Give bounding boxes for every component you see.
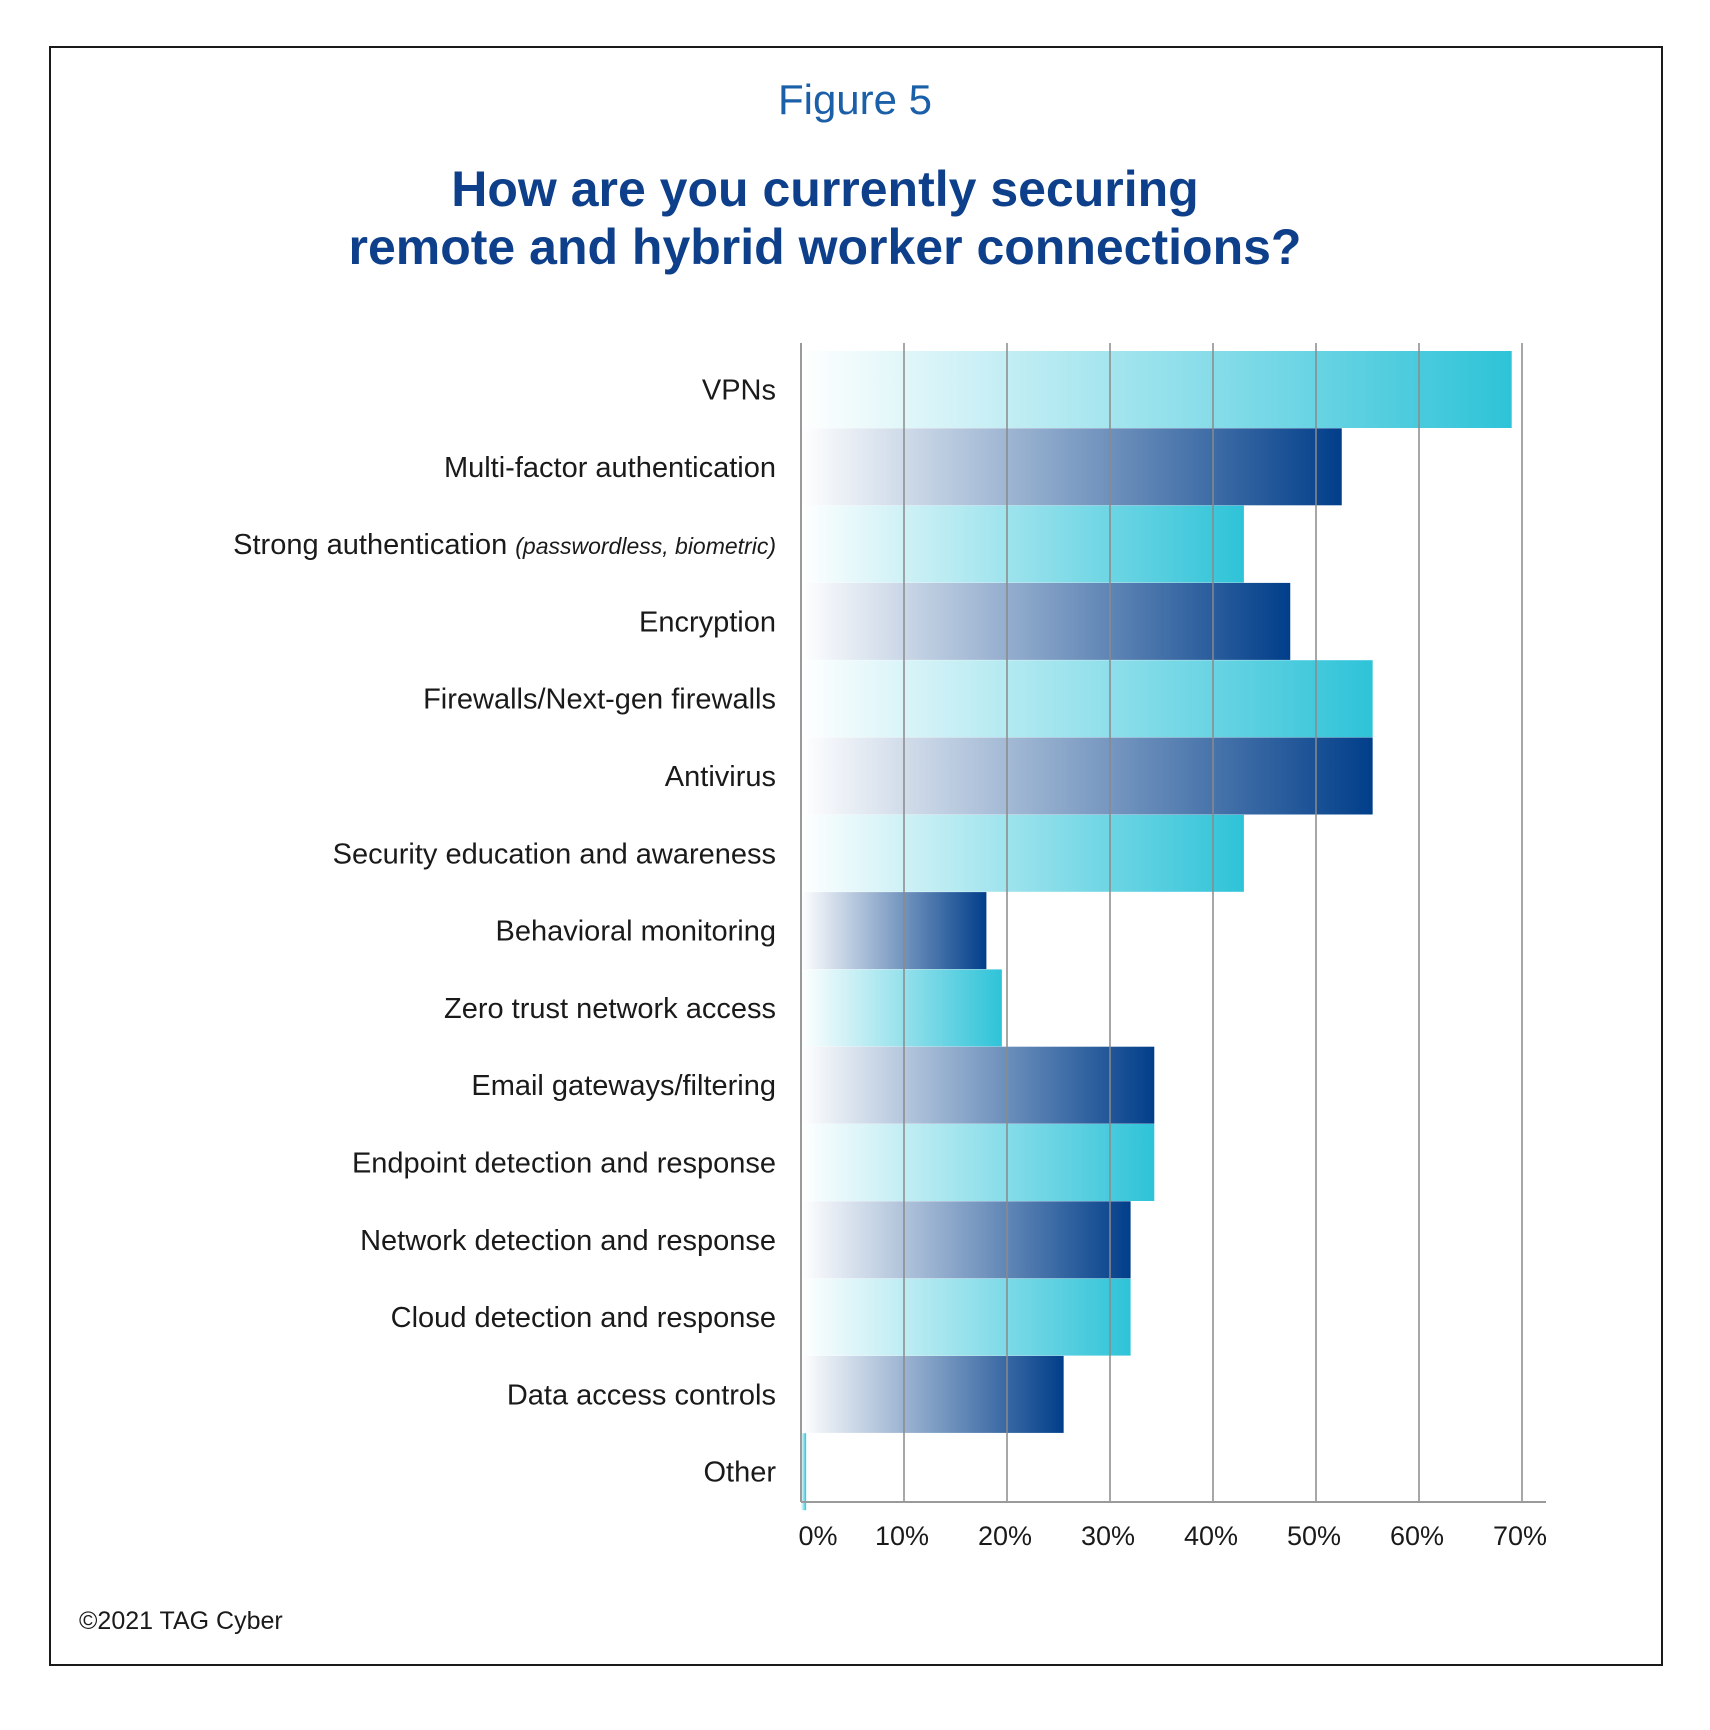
category-name: Cloud detection and response — [391, 1302, 776, 1334]
x-tick-label-0: 0% — [798, 1521, 837, 1551]
x-tick-labels-group: 0% 10% 20% 30% 40% 50% 60% 70% — [798, 1521, 1547, 1551]
x-tick-label-60: 60% — [1390, 1521, 1444, 1551]
category-name: Email gateways/filtering — [471, 1070, 776, 1102]
category-label-8: Zero trust network access — [444, 993, 776, 1025]
bar-11 — [801, 1201, 1131, 1279]
chart-title-line-1: How are you currently securing — [451, 161, 1199, 217]
x-tick-label-20: 20% — [978, 1521, 1032, 1551]
x-tick-label-10: 10% — [875, 1521, 929, 1551]
category-label-11: Network detection and response — [360, 1225, 776, 1257]
bar-7 — [801, 892, 987, 970]
category-label-4: Firewalls/Next-gen firewalls — [423, 684, 776, 716]
bar-13 — [801, 1355, 1064, 1433]
bar-5 — [801, 737, 1373, 815]
category-name: Endpoint detection and response — [352, 1148, 776, 1180]
chart-title: How are you currently securing remote an… — [0, 160, 1650, 276]
category-label-2: Strong authentication (passwordless, biom… — [233, 529, 776, 561]
category-name: Antivirus — [665, 761, 776, 793]
category-name: Data access controls — [507, 1379, 776, 1411]
category-name: VPNs — [702, 375, 776, 407]
bar-1 — [801, 428, 1342, 506]
category-labels-group: VPNs Multi-factor authentication Strong au… — [233, 375, 776, 1489]
bar-9 — [801, 1046, 1155, 1124]
chart-title-line-2: remote and hybrid worker connections? — [348, 219, 1302, 275]
category-label-12: Cloud detection and response — [391, 1302, 776, 1334]
x-tick-label-40: 40% — [1184, 1521, 1238, 1551]
bar-6 — [801, 814, 1244, 892]
bar-10 — [801, 1124, 1155, 1201]
category-name: Encryption — [639, 606, 776, 638]
category-label-5: Antivirus — [665, 761, 776, 793]
bar-14 — [801, 1433, 807, 1511]
category-label-6: Security education and awareness — [333, 838, 776, 870]
category-label-7: Behavioral monitoring — [496, 916, 776, 948]
gridlines-group — [800, 343, 1546, 1503]
bar-3 — [801, 582, 1291, 660]
category-label-9: Email gateways/filtering — [471, 1070, 776, 1102]
x-tick-label-70: 70% — [1493, 1521, 1547, 1551]
copyright-text: ©2021 TAG Cyber — [79, 1607, 283, 1635]
bar-2 — [801, 505, 1244, 583]
category-name: Other — [703, 1457, 776, 1489]
category-name: Firewalls/Next-gen firewalls — [423, 684, 776, 716]
bar-0 — [801, 351, 1512, 428]
category-label-3: Encryption — [639, 606, 776, 638]
category-name: Zero trust network access — [444, 993, 776, 1025]
x-tick-label-50: 50% — [1287, 1521, 1341, 1551]
figure-label: Figure 5 — [777, 76, 933, 123]
category-label-10: Endpoint detection and response — [352, 1148, 776, 1180]
figure-frame — [49, 46, 1663, 1666]
category-name: Security education and awareness — [333, 838, 776, 870]
bars-group — [801, 351, 1512, 1511]
category-note: (passwordless, biometric) — [515, 533, 776, 559]
bar-12 — [801, 1278, 1131, 1356]
category-label-14: Other — [703, 1457, 776, 1489]
category-label-1: Multi-factor authentication — [444, 452, 776, 484]
category-name: Strong authentication — [233, 529, 507, 561]
category-label-0: VPNs — [702, 375, 776, 407]
bar-8 — [801, 969, 1002, 1047]
category-name: Network detection and response — [360, 1225, 776, 1257]
category-label-13: Data access controls — [507, 1379, 776, 1411]
x-tick-label-30: 30% — [1081, 1521, 1135, 1551]
bar-4 — [801, 660, 1373, 738]
category-name: Multi-factor authentication — [444, 452, 776, 484]
category-name: Behavioral monitoring — [496, 916, 776, 948]
